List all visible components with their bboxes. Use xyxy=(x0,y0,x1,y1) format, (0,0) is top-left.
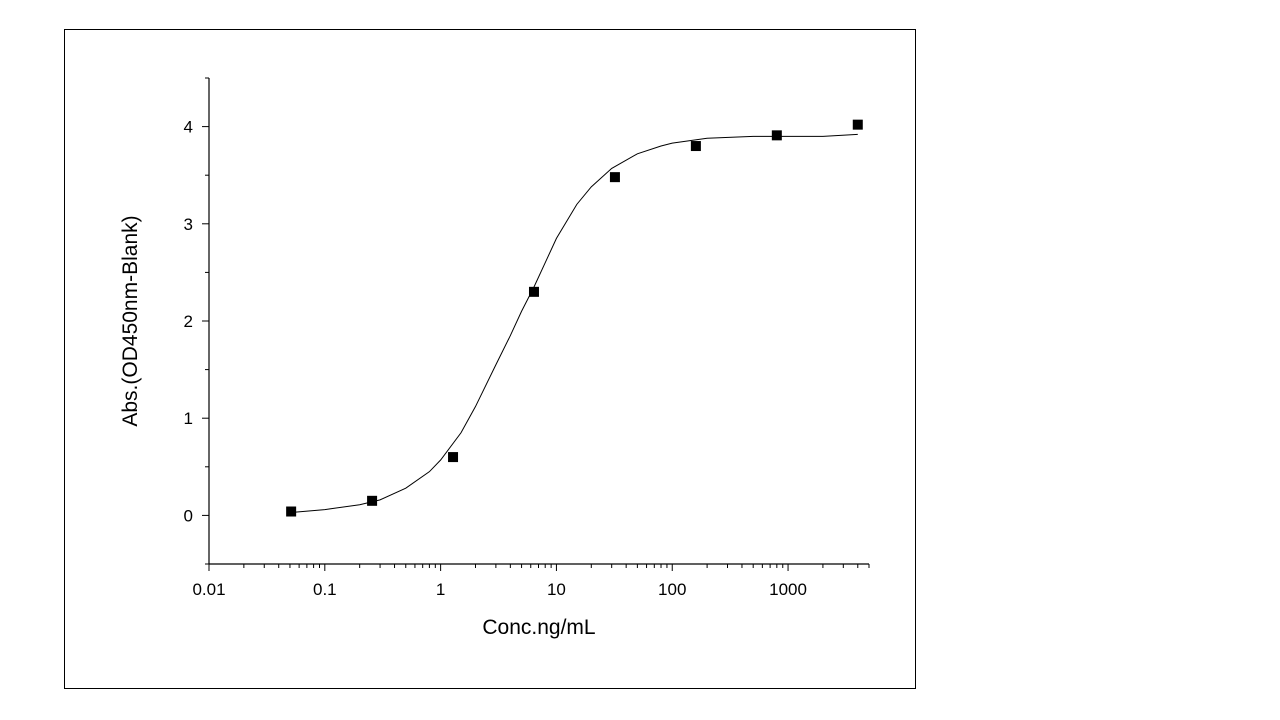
y-axis-label: Abs.(OD450nm-Blank) xyxy=(119,215,142,426)
data-point xyxy=(690,141,701,152)
data-point xyxy=(367,495,378,506)
data-point xyxy=(771,130,782,141)
data-points xyxy=(286,119,863,517)
data-point xyxy=(609,172,620,183)
fit-curve xyxy=(291,133,858,513)
y-tick-label: 1 xyxy=(184,409,193,428)
x-tick-label: 1000 xyxy=(769,580,807,599)
data-point xyxy=(286,506,297,517)
y-tick-label: 3 xyxy=(184,215,193,234)
y-tick-label: 0 xyxy=(184,506,193,525)
axes xyxy=(208,78,869,565)
x-axis-label: Conc.ng/mL xyxy=(482,616,595,639)
chart-svg: 0.01 0.1 1 10 100 1000 0 1 2 3 4 Conc.ng/mL Abs.(… xyxy=(119,77,870,639)
data-point xyxy=(852,119,863,130)
data-point xyxy=(448,452,459,463)
x-tick-label: 0.1 xyxy=(313,580,337,599)
y-axis-ticks: 0 1 2 3 4 xyxy=(184,77,209,565)
x-tick-label: 10 xyxy=(547,580,566,599)
x-tick-label: 1 xyxy=(436,580,445,599)
x-tick-label: 100 xyxy=(658,580,686,599)
chart-frame: 0.01 0.1 1 10 100 1000 0 1 2 3 4 Conc.ng/mL Abs.(… xyxy=(64,29,916,689)
x-axis-ticks: 0.01 0.1 1 10 100 1000 xyxy=(192,564,870,599)
x-tick-label: 0.01 xyxy=(192,580,225,599)
data-point xyxy=(528,286,539,297)
y-tick-label: 2 xyxy=(184,312,193,331)
y-tick-label: 4 xyxy=(184,118,193,137)
